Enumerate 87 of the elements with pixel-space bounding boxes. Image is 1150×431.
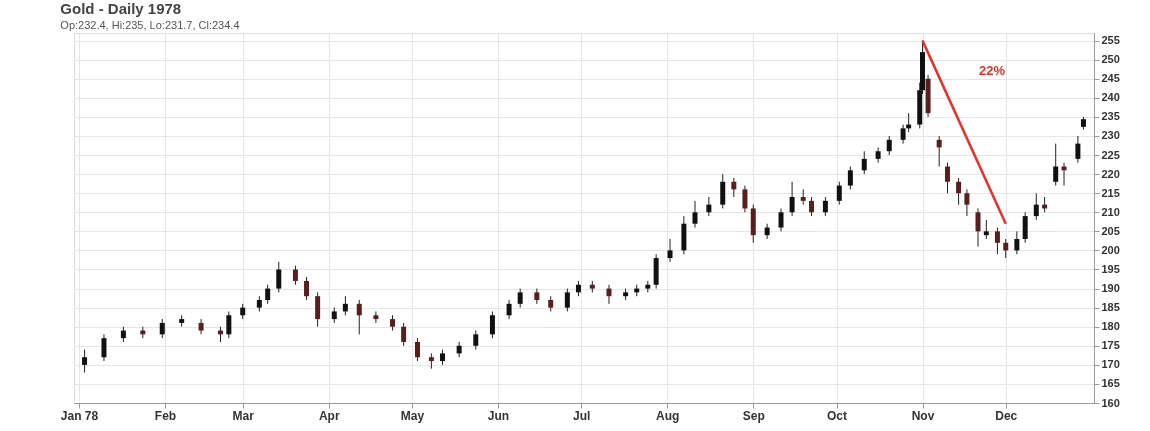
x-tick-label: Mar <box>232 408 255 423</box>
candlestick <box>944 162 950 194</box>
x-tick-label: Apr <box>318 408 340 423</box>
candlestick <box>489 310 495 339</box>
candlestick <box>1053 143 1059 187</box>
y-tick-label: 235 <box>1101 110 1120 123</box>
candlestick <box>956 177 962 206</box>
candlestick <box>82 349 88 373</box>
candlestick <box>692 200 698 229</box>
y-tick-label: 255 <box>1101 34 1120 47</box>
y-tick-label: 245 <box>1101 72 1120 85</box>
chart-subtitle: Op:232.4, Hi:235, Lo:231.7, Cl:234.4 <box>60 19 240 31</box>
candlestick <box>276 261 282 293</box>
candlestick <box>964 188 970 217</box>
candlestick <box>764 223 770 240</box>
candlestick <box>356 299 362 335</box>
y-tick-label: 205 <box>1101 224 1120 237</box>
x-tick-label: Jun <box>487 408 510 423</box>
candlestick <box>983 219 989 240</box>
candlestick <box>706 196 712 217</box>
x-tick-label: Feb <box>154 408 177 423</box>
candlestick <box>304 276 310 301</box>
candlestick <box>1033 192 1039 221</box>
candlestick <box>822 196 828 217</box>
candlestick <box>292 265 298 286</box>
candlestick <box>778 207 784 232</box>
x-tick-label: Aug <box>656 408 680 423</box>
x-tick-label: Nov <box>911 408 935 423</box>
candlestick <box>265 284 271 305</box>
candlestick <box>886 135 892 156</box>
x-tick-label: Jul <box>573 408 591 423</box>
chart-title: Gold - Daily 1978 <box>60 0 182 17</box>
candlestick <box>861 150 867 175</box>
x-tick-label: May <box>400 408 425 423</box>
candlestick <box>315 291 321 328</box>
candlestick <box>994 227 1000 255</box>
candlestick <box>731 177 737 198</box>
y-tick-label: 185 <box>1101 301 1120 314</box>
candlestick <box>720 173 726 209</box>
y-tick-label: 195 <box>1101 262 1120 275</box>
x-tick-label: Oct <box>826 408 848 423</box>
x-tick-label: Sep <box>742 408 765 423</box>
candlestick <box>373 310 379 324</box>
candlestick <box>342 295 348 316</box>
candlestick <box>900 124 906 145</box>
candlestick <box>415 337 421 362</box>
y-tick-label: 240 <box>1101 91 1120 104</box>
candlestick <box>473 330 479 351</box>
candlestick <box>1022 211 1028 244</box>
candlestick <box>789 181 795 217</box>
candlestick <box>1003 238 1009 259</box>
y-tick-label: 200 <box>1101 243 1120 256</box>
y-tick-label: 180 <box>1101 320 1120 333</box>
candlestick <box>1075 135 1081 164</box>
candlestick <box>936 135 942 168</box>
candlestick <box>226 310 232 339</box>
candlestick <box>517 288 523 309</box>
candlestick <box>456 341 462 358</box>
candlestick <box>198 318 204 335</box>
candlestick <box>564 288 570 312</box>
candlestick <box>159 318 165 339</box>
y-tick-label: 170 <box>1101 358 1120 371</box>
candlestick <box>875 146 881 164</box>
y-tick-label: 175 <box>1101 339 1120 352</box>
y-tick-label: 225 <box>1101 148 1120 161</box>
y-tick-label: 215 <box>1101 186 1120 199</box>
y-tick-label: 190 <box>1101 282 1120 295</box>
candlestick <box>101 333 107 362</box>
candlestick <box>742 185 748 213</box>
y-tick-label: 165 <box>1101 377 1120 390</box>
candlestick <box>836 181 842 206</box>
candlestick <box>606 284 612 305</box>
y-tick-label: 220 <box>1101 167 1120 180</box>
candlestick <box>667 238 673 263</box>
x-tick-label: Jan 78 <box>60 408 99 423</box>
candlestick <box>809 196 815 217</box>
y-tick-label: 160 <box>1101 396 1120 409</box>
candlestick <box>975 207 981 248</box>
y-tick-label: 230 <box>1101 129 1120 142</box>
candlestick <box>506 299 512 320</box>
annotation: 22% <box>979 63 1006 78</box>
y-tick-label: 210 <box>1101 205 1120 218</box>
candlestick <box>847 166 853 190</box>
candlestick <box>401 322 407 347</box>
candlestick <box>1014 230 1020 255</box>
y-tick-label: 250 <box>1101 53 1120 66</box>
x-tick-label: Dec <box>995 408 1018 423</box>
